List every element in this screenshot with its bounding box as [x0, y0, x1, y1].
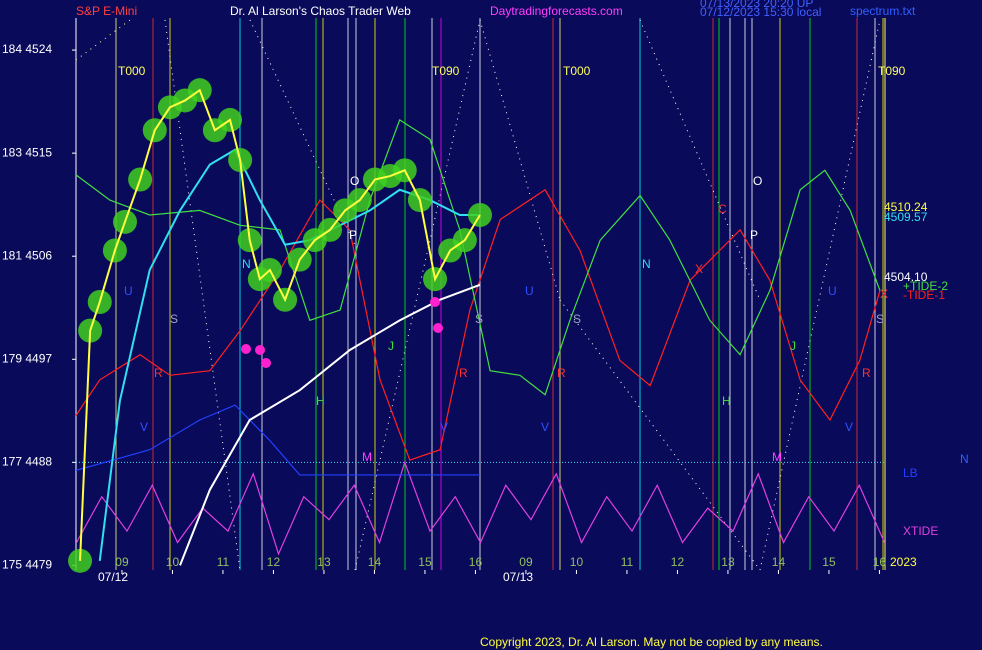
low-marker: [241, 344, 251, 354]
annotation: N: [242, 257, 251, 271]
annotation: R: [154, 366, 163, 380]
dotted-guide: [479, 19, 561, 301]
x-tick-label: 12: [671, 555, 685, 569]
date-label: 07/12: [98, 570, 128, 584]
annotation: H: [722, 394, 731, 408]
annotation: P: [750, 228, 758, 242]
legend-entry: 4510.24: [884, 200, 928, 214]
x-tick-label: 13: [317, 555, 331, 569]
x-tick-label: 14: [368, 555, 382, 569]
y-tick-label: 181 4506: [2, 248, 52, 262]
series-line: [79, 88, 481, 561]
legend-entry: 4504.10: [884, 270, 928, 284]
dotted-guide: [164, 19, 241, 571]
legend-entry: XTIDE: [903, 524, 938, 538]
annotation: S: [876, 312, 884, 326]
annotation: X: [695, 262, 703, 276]
annotation: U: [828, 284, 837, 298]
time-markers: [75, 18, 884, 571]
low-marker: [430, 297, 440, 307]
x-tick-label: 11: [621, 555, 634, 569]
x-tick-label: 12: [267, 555, 281, 569]
x-tick-label: 09: [115, 555, 129, 569]
annotation: 07/12/2023 15:30 local: [700, 5, 821, 19]
annotation: J: [790, 339, 796, 353]
annotation: N: [642, 257, 651, 271]
annotation: S: [170, 312, 178, 326]
annotation: S: [475, 312, 483, 326]
x-tick-label: 15: [418, 555, 432, 569]
x-tick-label: 16: [469, 555, 483, 569]
annotation: S: [573, 312, 581, 326]
legend-entry: 4509.57: [884, 210, 928, 224]
annotation: R: [862, 366, 871, 380]
low-marker: [255, 345, 265, 355]
annotation: V: [845, 420, 853, 434]
annotation: J: [388, 339, 394, 353]
annotation: S&P E-Mini: [76, 4, 137, 18]
annotation: V: [541, 420, 549, 434]
annotation: C: [718, 202, 727, 216]
chart-title: Dr. Al Larson's Chaos Trader Web: [230, 4, 411, 18]
annotation: 2023: [890, 555, 917, 569]
annotation: 07/13/2023 20:20 UP: [700, 0, 813, 10]
series-line: [75, 460, 886, 556]
x-tick-label: 09: [519, 555, 533, 569]
annotation: T000: [118, 64, 146, 78]
y-tick-label: 175 4479: [2, 558, 52, 572]
annotation: R: [459, 366, 468, 380]
x-tick-label: 16: [873, 555, 887, 569]
annotation: H: [316, 394, 325, 408]
x-tick-label: 11: [217, 555, 230, 569]
y-tick-label: 177 4488: [2, 455, 52, 469]
annotation: V: [440, 420, 448, 434]
low-marker: [433, 323, 443, 333]
annotation: Daytradingforecasts.com: [490, 4, 623, 18]
legend-entry: LB: [903, 466, 918, 480]
series-line: [75, 188, 881, 461]
date-label: 07/13: [503, 570, 533, 584]
annotation: O: [753, 174, 762, 188]
y-tick-label: 184 4524: [2, 42, 52, 56]
annotation: R: [557, 366, 566, 380]
annotation: U: [124, 284, 133, 298]
x-tick-label: 10: [166, 555, 180, 569]
annotation: P: [349, 228, 357, 242]
y-tick-label: 183 4515: [2, 145, 52, 159]
legend-entry: -TIDE-1: [903, 288, 945, 302]
annotation: T000: [563, 64, 591, 78]
low-marker: [261, 358, 271, 368]
dotted-guide: [559, 299, 761, 571]
series-line: [75, 404, 480, 476]
annotation: T090: [878, 64, 906, 78]
x-tick-label: 15: [822, 555, 836, 569]
copyright: Copyright 2023, Dr. Al Larson. May not b…: [480, 635, 823, 649]
annotation: X: [880, 287, 888, 301]
x-tick-label: 13: [721, 555, 735, 569]
y-tick-label: 179 4497: [2, 351, 52, 365]
series-line: [75, 119, 881, 396]
dotted-guide: [354, 19, 481, 571]
annotation: N: [960, 452, 969, 466]
annotation: M: [362, 450, 372, 464]
legend-entry: +TIDE-2: [903, 279, 948, 293]
annotation: V: [140, 420, 148, 434]
annotation: U: [525, 284, 534, 298]
annotation: M: [772, 450, 782, 464]
annotation: T090: [432, 64, 460, 78]
x-tick-label: 10: [570, 555, 584, 569]
annotation: spectrum.txt: [850, 4, 916, 18]
annotation: O: [350, 174, 359, 188]
x-tick-label: 14: [772, 555, 786, 569]
